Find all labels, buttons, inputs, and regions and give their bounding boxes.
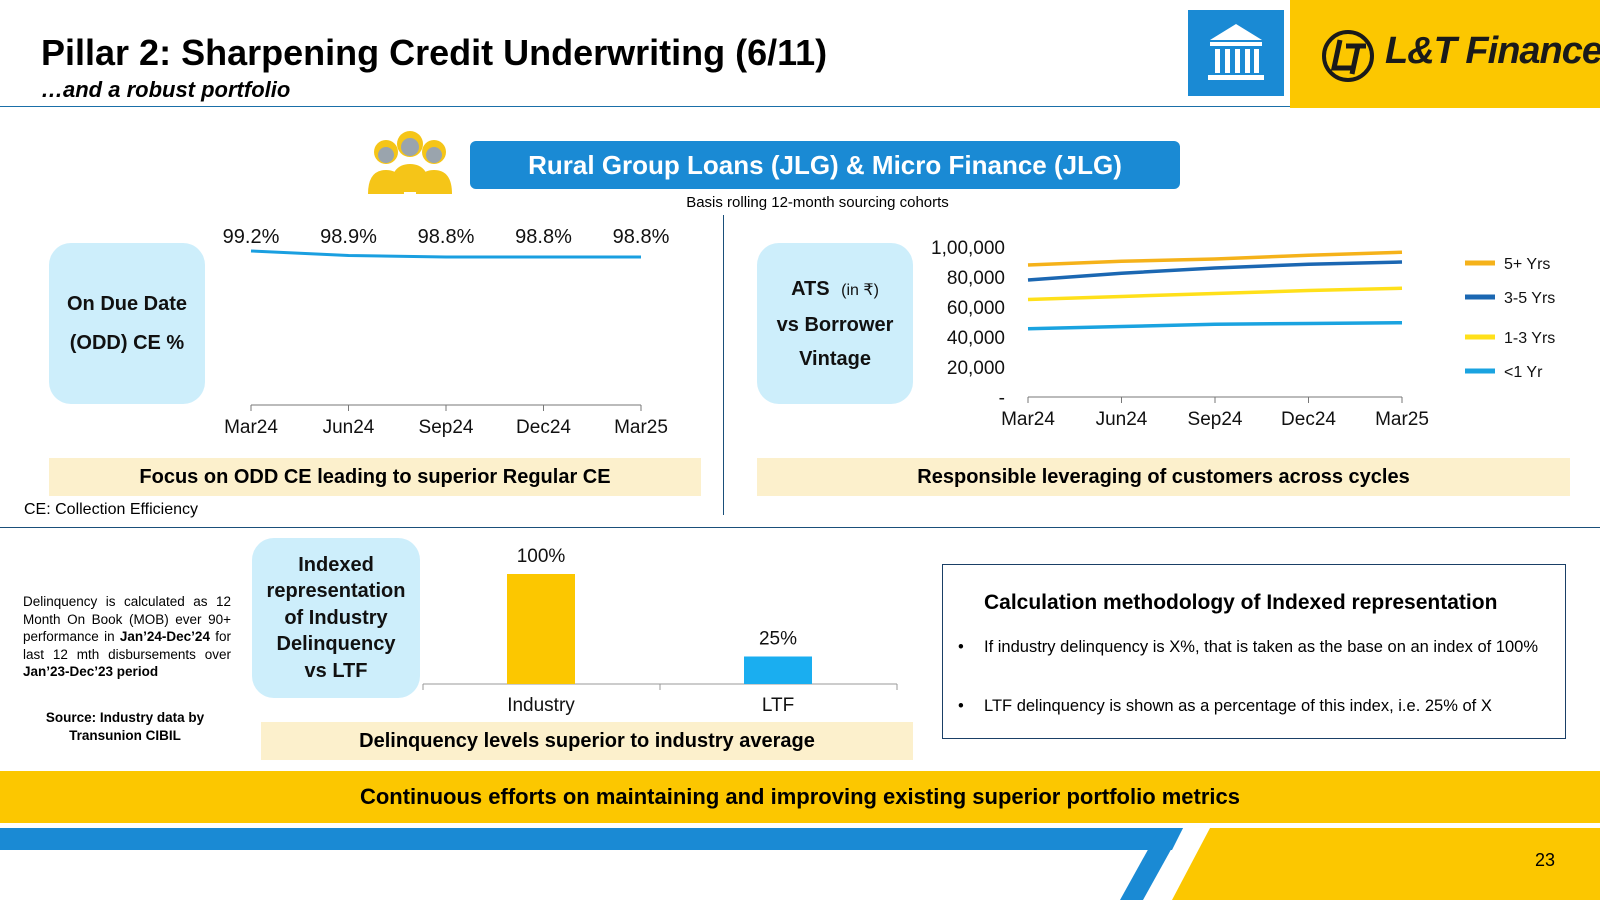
bar (507, 574, 575, 684)
methodology-bullet-text: If industry delinquency is X%, that is t… (984, 638, 1539, 656)
y-tick-label: - (999, 388, 1005, 409)
delinquency-label-line1: Indexed (298, 553, 374, 576)
odd-ce-chart: Mar24 Jun24 Sep24 Dec24 Mar25 99.2% 98.9% 98.8%… (223, 226, 670, 438)
legend-label: 5+ Yrs (1504, 256, 1550, 273)
bullet-dot-icon: • (958, 697, 964, 715)
delinquency-bar-chart: 100% Industry 25% LTF (422, 546, 898, 716)
x-tick-label: Jun24 (323, 417, 375, 438)
data-label: 99.2% (223, 226, 280, 248)
delinquency-note-bold1: Jan’24-Dec’24 (119, 629, 210, 644)
bank-building-icon (1188, 10, 1284, 96)
page-number: 23 (1535, 850, 1556, 870)
bar-value-label: 25% (759, 629, 797, 650)
x-tick-label: Mar24 (224, 417, 278, 438)
x-tick-label: LTF (762, 695, 794, 716)
ats-panel-footer: Responsible leveraging of customers acro… (757, 458, 1570, 496)
delinquency-label-line4: Delinquency (276, 633, 396, 656)
delinquency-note-bold2: Jan’23-Dec’23 period (23, 664, 159, 679)
series-line (1027, 250, 1403, 267)
data-label: 98.8% (418, 226, 475, 248)
source-note: Source: Industry data by Transunion CIBI… (45, 710, 205, 743)
ats-vintage-chart: - 20,000 40,000 60,000 80,000 1,00,000 Mar24 Ju… (931, 238, 1555, 430)
y-tick-label: 80,000 (947, 268, 1005, 289)
odd-ce-line (250, 249, 641, 259)
logo-area (1290, 0, 1600, 108)
y-tick-label: 1,00,000 (931, 238, 1005, 259)
series-line (1027, 286, 1403, 302)
bar-value-label: 100% (517, 546, 566, 567)
delinquency-definition-note: Delinquency is calculated as 12 Month On… (23, 593, 231, 681)
series-line (1027, 321, 1403, 331)
ats-label-bubble: ATS (in ₹) vs Borrower Vintage (757, 243, 913, 404)
x-tick-label: Sep24 (419, 417, 474, 438)
y-tick-label: 60,000 (947, 298, 1005, 319)
delinquency-label-line5: vs LTF (304, 659, 368, 682)
odd-label-line1: On Due Date (66, 292, 188, 315)
delinquency-note-part2: for last 12 mth disbursements over (23, 629, 231, 662)
delinquency-label-bubble: Indexed representation of Industry Delin… (252, 538, 420, 698)
data-label: 98.9% (320, 226, 377, 248)
horizontal-divider (0, 527, 1600, 528)
bottom-banner: Continuous efforts on maintaining and im… (0, 771, 1600, 823)
odd-ce-label-bubble: On Due Date (ODD) CE % (49, 243, 205, 404)
ats-label-line1: ATS (791, 277, 830, 300)
x-tick-label: Sep24 (1188, 409, 1243, 430)
basis-note: Basis rolling 12-month sourcing cohorts (686, 194, 949, 211)
lt-logo-icon (1320, 28, 1376, 89)
data-label: 98.8% (515, 226, 572, 248)
series-line (1027, 260, 1403, 282)
data-label: 98.8% (613, 226, 670, 248)
methodology-bullet: • LTF delinquency is shown as a percenta… (958, 694, 1554, 718)
y-tick-label: 20,000 (947, 358, 1005, 379)
x-tick-label: Dec24 (516, 417, 571, 438)
x-tick-label: Dec24 (1281, 409, 1336, 430)
section-banner: Rural Group Loans (JLG) & Micro Finance … (470, 141, 1180, 189)
vertical-divider (723, 215, 724, 515)
x-tick-label: Mar25 (614, 417, 668, 438)
delinquency-label-line3: of Industry (284, 606, 388, 629)
delinquency-panel-footer: Delinquency levels superior to industry … (261, 722, 913, 760)
page-subtitle: …and a robust portfolio (41, 77, 291, 102)
methodology-box: Calculation methodology of Indexed repre… (942, 564, 1566, 739)
ats-label-line3: Vintage (799, 347, 871, 370)
bullet-dot-icon: • (958, 638, 964, 656)
methodology-title: Calculation methodology of Indexed repre… (984, 591, 1498, 614)
x-tick-label: Jun24 (1096, 409, 1148, 430)
ats-label-line2: vs Borrower (776, 313, 894, 336)
y-tick-label: 40,000 (947, 328, 1005, 349)
ats-label-unit: (in ₹) (841, 281, 879, 299)
methodology-bullet-text: LTF delinquency is shown as a percentage… (984, 697, 1492, 715)
x-tick-label: Mar25 (1375, 409, 1429, 430)
women-group-icon (360, 128, 460, 203)
legend-label: 1-3 Yrs (1504, 330, 1555, 347)
ce-footnote: CE: Collection Efficiency (24, 501, 198, 518)
footer-stripe-decoration (0, 828, 1600, 900)
odd-label-line2: (ODD) CE % (69, 331, 185, 354)
odd-panel-footer: Focus on ODD CE leading to superior Regu… (49, 458, 701, 496)
legend-label: <1 Yr (1504, 364, 1543, 381)
methodology-bullet: • If industry delinquency is X%, that is… (958, 635, 1554, 659)
delinquency-note-part1: Delinquency is calculated as 12 Month On… (23, 594, 231, 644)
x-tick-label: Industry (507, 695, 575, 716)
legend-label: 3-5 Yrs (1504, 290, 1555, 307)
bar (744, 656, 812, 684)
x-tick-label: Mar24 (1001, 409, 1055, 430)
delinquency-label-line2: representation (266, 580, 406, 603)
brand-logo-text: L&T Finance (1385, 30, 1600, 72)
page-title: Pillar 2: Sharpening Credit Underwriting… (41, 32, 828, 73)
title-divider (0, 106, 1290, 107)
